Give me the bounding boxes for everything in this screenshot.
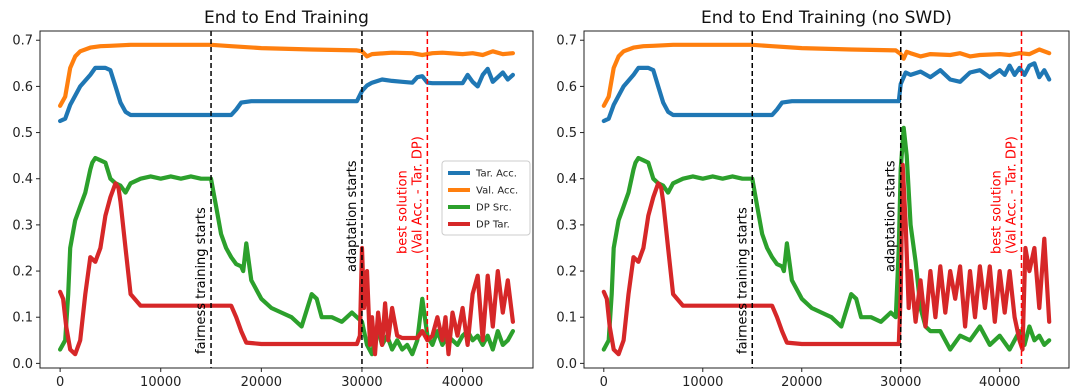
chart-1-ytick-label: 0.6 [12, 80, 33, 95]
chart-1-xtick-label: 10000 [140, 375, 181, 388]
chart-2-ytick-label: 0.6 [556, 80, 577, 95]
chart-2-ytick-label: 0.3 [556, 218, 577, 233]
chart-1-frame [39, 30, 534, 369]
chart-2-series-val-acc [601, 42, 1052, 108]
chart-1-title: End to End Training [204, 8, 369, 28]
chart-1-legend-label-dp-src: DP Src. [476, 203, 512, 214]
chart-2-xtick-label: 10000 [682, 375, 723, 388]
chart-1-legend-label-dp-tar: DP Tar. [476, 220, 510, 231]
chart-2-ytick-label: 0.0 [556, 357, 577, 372]
chart-1-ytick-label: 0.3 [12, 218, 33, 233]
chart-1-ytick-label: 0.7 [12, 34, 33, 49]
chart-1-series-dp-tar [58, 181, 515, 357]
chart-2-title: End to End Training (no SWD) [701, 8, 952, 28]
chart-1-ytick-label: 0.4 [12, 172, 33, 187]
chart-2-ytick-label: 0.1 [556, 311, 577, 326]
chart-1-vline-label-3: best solution(Val Acc. - Tar. DP) [395, 136, 425, 254]
chart-2-ytick-label: 0.5 [556, 126, 577, 141]
chart-1-legend-label-tar-acc: Tar. Acc. [475, 169, 517, 180]
chart-1-xtick-label: 0 [56, 375, 64, 388]
chart-2-ytick-label: 0.4 [556, 172, 577, 187]
chart-2-xtick-label: 30000 [880, 375, 921, 388]
chart-1-vline-label-2: adaptation starts [345, 160, 360, 272]
chart-1-xtick-label: 40000 [442, 375, 483, 388]
chart-2-vline-label-3: best solution(Val Acc. - Tar. DP) [989, 136, 1019, 254]
chart-1-xtick-label: 30000 [341, 375, 382, 388]
chart-1-xtick-label: 20000 [241, 375, 282, 388]
chart-1-ytick-label: 0.5 [12, 126, 33, 141]
chart-2-series-dp-src [601, 125, 1052, 352]
chart-2-vline-label-1: fairness training starts [735, 207, 750, 354]
chart-2-xtick-label: 0 [600, 375, 608, 388]
chart-1-ytick-label: 0.1 [12, 311, 33, 326]
chart-2-ytick-label: 0.2 [556, 265, 577, 280]
chart-end-to-end-training: End to End Training fairness training sta… [12, 8, 534, 388]
chart-1-series-val-acc [58, 42, 515, 108]
chart-2-vline-label-2: adaptation starts [884, 160, 899, 272]
chart-1-ytick-label: 0.0 [12, 357, 33, 372]
chart-2-frame [583, 30, 1070, 369]
chart-1-vline-label-1: fairness training starts [194, 207, 209, 354]
chart-1-series-tar-acc [58, 65, 515, 124]
chart-1-legend [441, 160, 531, 236]
chart-2-xtick-label: 20000 [781, 375, 822, 388]
chart-1-ytick-label: 0.2 [12, 265, 33, 280]
chart-2-series-dp-tar [601, 162, 1052, 357]
chart-2-ytick-label: 0.7 [556, 34, 577, 49]
chart-end-to-end-training-no-swd: End to End Training (no SWD) fairness tra… [556, 8, 1070, 388]
chart-2-series-tar-acc [601, 61, 1052, 124]
chart-1-legend-label-val-acc: Val. Acc. [476, 186, 518, 197]
chart-2-xtick-label: 40000 [979, 375, 1020, 388]
